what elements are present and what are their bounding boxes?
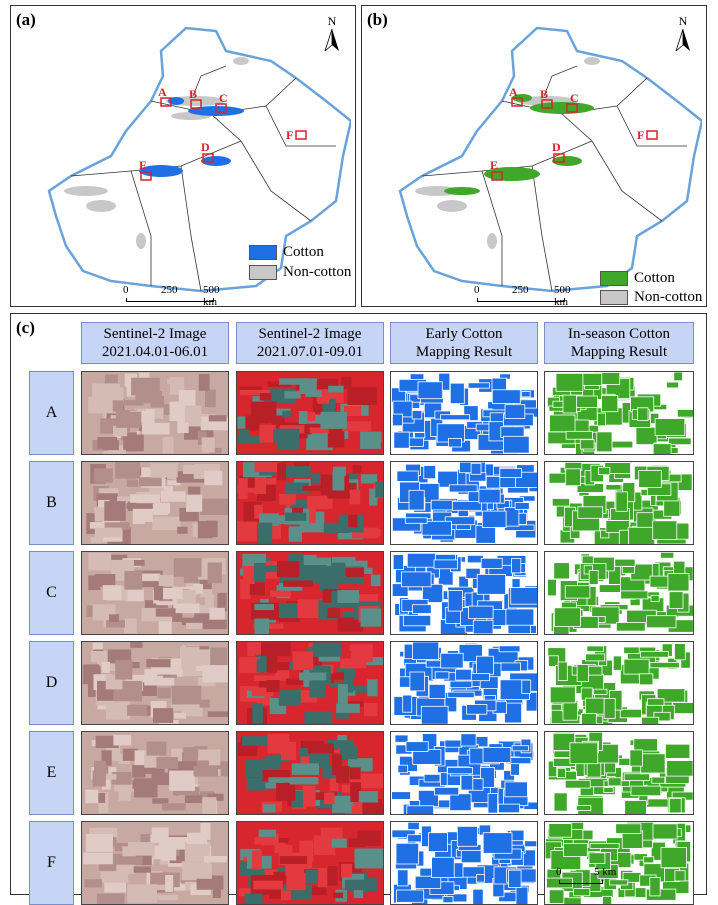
row-header-site: A (29, 371, 74, 455)
site-label-a: A (509, 85, 518, 99)
legend-swatch-cotton (249, 245, 277, 260)
scale-tick-5km: 5 km (594, 866, 617, 878)
region-outline (47, 26, 351, 293)
north-arrow-icon (675, 28, 690, 53)
site-label-d: D (552, 140, 561, 154)
scale-tick-0: 0 (474, 284, 480, 296)
site-label-e: E (490, 158, 498, 172)
early-cotton-map (390, 731, 538, 815)
north-arrow: N (675, 14, 691, 55)
column-header-inseason-mapping: In-season Cotton Mapping Result (544, 322, 694, 364)
panel-label-c: (c) (16, 318, 35, 337)
scale-tick-500: 500 km (554, 284, 571, 308)
column-header-early-mapping: Early Cotton Mapping Result (390, 322, 538, 364)
grid-panel-c: (c) Sentinel-2 Image 2021.04.01-06.01 Se… (10, 313, 707, 905)
north-arrow-icon (324, 28, 339, 53)
map-panel-b: (b) (361, 5, 707, 308)
column-header-line2: Mapping Result (415, 344, 513, 360)
sentinel2-spring-image (81, 731, 229, 815)
legend-label-noncotton: Non-cotton (283, 264, 352, 280)
early-cotton-map (390, 551, 538, 635)
legend-cotton-a: Cotton (249, 244, 324, 261)
sentinel2-spring-image (81, 461, 229, 545)
scale-line (559, 880, 603, 884)
row-header-site: B (29, 461, 74, 545)
site-label-b: B (189, 87, 197, 101)
site-label-a: A (158, 85, 167, 99)
sentinel2-summer-image (236, 641, 384, 725)
column-header-line1: Sentinel-2 Image (258, 326, 362, 342)
sentinel2-summer-image (236, 371, 384, 455)
scale-line (477, 298, 565, 302)
sentinel2-spring-image (81, 551, 229, 635)
early-cotton-map (390, 461, 538, 545)
xinjiang-map-a: A B C D E F (47, 26, 351, 293)
sentinel2-spring-image (81, 371, 229, 455)
xinjiang-map-b: A B C D E F (398, 26, 702, 293)
row-header-site: F (29, 821, 74, 905)
north-arrow: N (324, 14, 340, 55)
scale-tick-500: 500 km (203, 284, 220, 308)
site-label-e: E (139, 158, 147, 172)
early-cotton-map (390, 371, 538, 455)
scale-tick-250: 250 (512, 284, 529, 296)
site-label-f: F (286, 128, 293, 142)
legend-cotton-b: Cotton (600, 270, 675, 287)
legend-swatch-cotton (600, 271, 628, 286)
sentinel2-summer-image (236, 821, 384, 905)
legend-swatch-noncotton (249, 265, 277, 280)
legend-noncotton-a: Non-cotton (249, 264, 351, 281)
column-header-s2-summer: Sentinel-2 Image 2021.07.01-09.01 (236, 322, 384, 364)
scale-tick-0: 0 (123, 284, 129, 296)
row-header-site: E (29, 731, 74, 815)
column-header-line2: Mapping Result (570, 344, 668, 360)
inseason-cotton-map (544, 461, 694, 545)
site-label-d: D (201, 140, 210, 154)
site-label-c: C (570, 91, 579, 105)
column-header-line1: Sentinel-2 Image (103, 326, 207, 342)
row-header-site: C (29, 551, 74, 635)
region-outline (398, 26, 702, 293)
legend-label-noncotton: Non-cotton (634, 289, 703, 305)
scale-line (126, 298, 214, 302)
column-header-line2: 2021.04.01-06.01 (101, 344, 209, 360)
row-header-site: D (29, 641, 74, 725)
scale-tick-0: 0 (556, 866, 562, 878)
inseason-cotton-map (544, 371, 694, 455)
column-header-line1: In-season Cotton (567, 326, 671, 342)
column-header-line1: Early Cotton (425, 326, 503, 342)
north-label: N (678, 14, 688, 28)
legend-swatch-noncotton (600, 290, 628, 305)
legend-noncotton-b: Non-cotton (600, 289, 702, 306)
sentinel2-summer-image (236, 731, 384, 815)
sentinel2-summer-image (236, 551, 384, 635)
site-label-f: F (637, 128, 644, 142)
legend-label-cotton: Cotton (283, 244, 324, 260)
inseason-cotton-map (544, 731, 694, 815)
early-cotton-map (390, 641, 538, 725)
map-panel-a: (a) (10, 5, 356, 308)
sentinel2-spring-image (81, 821, 229, 905)
panel-label-a: (a) (16, 10, 36, 29)
column-header-line2: 2021.07.01-09.01 (256, 344, 364, 360)
inseason-cotton-map (544, 641, 694, 725)
site-label-b: B (540, 87, 548, 101)
panel-label-b: (b) (367, 10, 388, 29)
inseason-cotton-map (544, 821, 694, 905)
legend-label-cotton: Cotton (634, 270, 675, 286)
scale-tick-250: 250 (161, 284, 178, 296)
sentinel2-spring-image (81, 641, 229, 725)
column-header-s2-spring: Sentinel-2 Image 2021.04.01-06.01 (81, 322, 229, 364)
early-cotton-map (390, 821, 538, 905)
inseason-cotton-map (544, 551, 694, 635)
site-label-c: C (219, 91, 228, 105)
north-label: N (327, 14, 337, 28)
sentinel2-summer-image (236, 461, 384, 545)
